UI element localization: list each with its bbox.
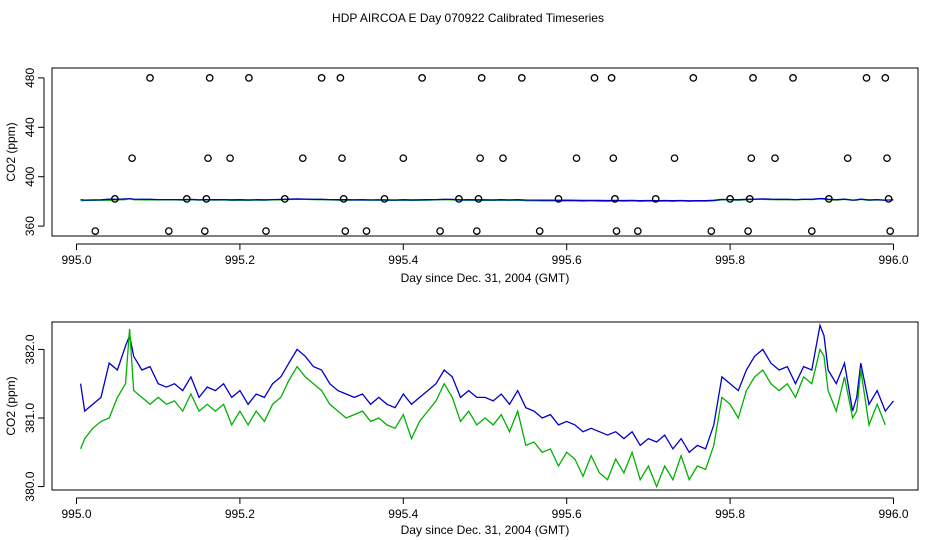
- panel-bottom-series: [79, 323, 895, 489]
- scatter-point: [336, 74, 345, 82]
- y-tick-label: 480: [23, 68, 37, 88]
- x-tick-label: 995.2: [225, 507, 255, 521]
- scatter-point: [607, 74, 616, 82]
- scatter-point: [609, 154, 618, 163]
- scatter-point: [204, 154, 212, 163]
- y-tick-label: 382.0: [23, 334, 37, 364]
- x-tick-label: 995.8: [715, 253, 745, 267]
- scatter-point: [611, 195, 619, 203]
- scatter-point: [91, 227, 100, 235]
- scatter-point: [338, 154, 346, 163]
- scatter-point: [418, 74, 426, 82]
- scatter-point: [226, 154, 234, 163]
- scatter-point: [455, 195, 463, 203]
- panel-bottom-y-label: CO2 (ppm): [4, 376, 18, 435]
- scatter-point: [670, 154, 679, 163]
- scatter-point: [789, 74, 797, 82]
- x-tick-label: 996.0: [878, 507, 908, 521]
- scatter-point: [884, 195, 893, 203]
- scatter-point: [474, 195, 483, 203]
- scatter-point: [771, 154, 779, 163]
- scatter-point: [825, 195, 833, 203]
- scatter-point: [749, 74, 757, 82]
- panel-top-x-axis: 995.0 995.2 995.4 995.6 995.8 996.0: [61, 243, 909, 267]
- y-tick-label: 360: [23, 216, 37, 236]
- scatter-point: [341, 227, 350, 235]
- scatter-point: [862, 74, 871, 82]
- series-green-line: [79, 328, 886, 489]
- scatter-point: [202, 195, 211, 203]
- panel-top-frame: [51, 67, 919, 237]
- scatter-point: [554, 195, 563, 203]
- scatter-point: [612, 227, 621, 235]
- scatter-point: [477, 74, 486, 82]
- x-tick-label: 995.2: [225, 253, 255, 267]
- scatter-point: [317, 74, 326, 82]
- scatter-point: [689, 74, 698, 82]
- scatter-point: [807, 227, 816, 235]
- panel-top-scatter: 995.0 995.2 995.4 995.6 995.8 996.0 360 400 440…: [4, 67, 919, 285]
- scatter-point: [298, 154, 307, 163]
- scatter-point: [707, 227, 716, 235]
- scatter-point: [262, 227, 270, 235]
- x-tick-label: 995.6: [552, 507, 582, 521]
- panel-bottom-line: 995.0 995.2 995.4 995.6 995.8 996.0 380.0 381.…: [4, 321, 919, 537]
- scatter-point: [883, 154, 891, 163]
- scatter-point: [280, 195, 289, 203]
- series-blue-line-top: [80, 197, 894, 202]
- scatter-point: [362, 227, 371, 235]
- scatter-point: [747, 154, 756, 163]
- y-tick-label: 400: [23, 166, 37, 186]
- x-tick-label: 995.0: [61, 507, 91, 521]
- panel-top-y-axis: 360 400 440 480: [23, 68, 45, 236]
- figure-title: HDP AIRCOA E Day 070922 Calibrated Times…: [332, 11, 604, 25]
- y-tick-label: 440: [23, 117, 37, 137]
- scatter-point: [744, 227, 752, 235]
- y-tick-label: 381.0: [23, 403, 37, 433]
- x-tick-label: 995.0: [61, 253, 91, 267]
- scatter-point: [590, 74, 599, 82]
- panel-top-y-label: CO2 (ppm): [4, 122, 18, 181]
- x-tick-label: 995.6: [552, 253, 582, 267]
- panel-top-series: [80, 197, 894, 203]
- series-blue-line: [79, 323, 895, 454]
- scatter-point: [339, 195, 348, 203]
- scatter-point: [111, 195, 119, 203]
- scatter-point: [476, 154, 484, 163]
- scatter-point: [245, 74, 253, 82]
- scatter-point: [572, 154, 581, 163]
- scatter-point: [843, 154, 852, 163]
- x-tick-label: 995.8: [715, 507, 745, 521]
- scatter-point: [164, 227, 173, 235]
- panel-top-x-label: Day since Dec. 31, 2004 (GMT): [401, 271, 570, 285]
- scatter-point: [436, 227, 444, 235]
- scatter-point: [745, 195, 754, 203]
- x-tick-label: 996.0: [878, 253, 908, 267]
- scatter-point: [200, 227, 209, 235]
- scatter-point: [633, 227, 642, 235]
- panel-bottom-x-axis: 995.0 995.2 995.4 995.6 995.8 996.0: [61, 497, 909, 521]
- panel-bottom-x-label: Day since Dec. 31, 2004 (GMT): [401, 523, 570, 537]
- scatter-point: [399, 154, 408, 163]
- panel-top-points: [91, 74, 895, 235]
- panel-bottom-y-axis: 380.0 381.0 382.0: [23, 334, 45, 502]
- x-tick-label: 995.4: [388, 507, 418, 521]
- scatter-point: [146, 74, 154, 82]
- scatter-point: [499, 154, 507, 163]
- scatter-point: [182, 195, 191, 203]
- scatter-point: [128, 154, 136, 163]
- scatter-point: [517, 74, 526, 82]
- scatter-point: [886, 227, 895, 235]
- scatter-point: [726, 195, 734, 203]
- y-tick-label: 380.0: [23, 471, 37, 501]
- panel-bottom-frame: [51, 321, 919, 491]
- scatter-point: [205, 74, 214, 82]
- scatter-point: [472, 227, 481, 235]
- scatter-point: [881, 74, 890, 82]
- scatter-point: [651, 195, 660, 203]
- x-tick-label: 995.4: [388, 253, 418, 267]
- scatter-point: [380, 195, 389, 203]
- scatter-point: [535, 227, 544, 235]
